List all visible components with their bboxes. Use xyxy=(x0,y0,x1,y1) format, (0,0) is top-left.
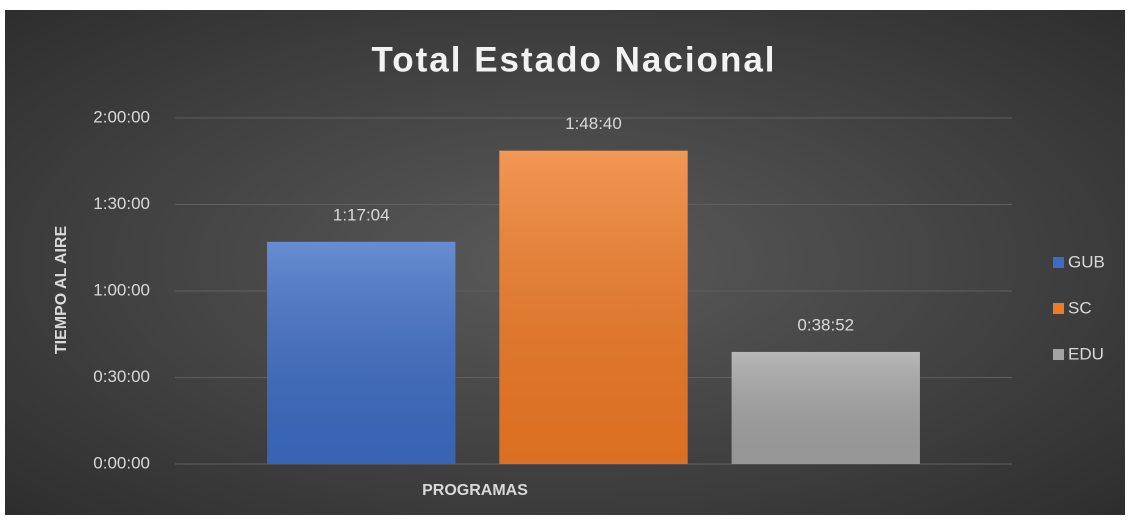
chart-title: Total Estado Nacional xyxy=(371,40,776,79)
y-tick-label: 2:00:00 xyxy=(93,107,150,126)
bar xyxy=(499,150,688,464)
legend-swatch xyxy=(1053,303,1064,314)
bar xyxy=(731,351,920,464)
bar xyxy=(267,241,456,464)
data-label: 1:48:40 xyxy=(565,114,622,133)
y-tick-label: 0:30:00 xyxy=(93,367,150,386)
legend-label: EDU xyxy=(1068,344,1104,363)
legend-label: SC xyxy=(1068,298,1092,317)
x-axis-label: PROGRAMAS xyxy=(422,482,528,499)
y-tick-label: 0:00:00 xyxy=(93,453,150,472)
legend-swatch xyxy=(1053,349,1064,360)
legend-label: GUB xyxy=(1068,252,1105,271)
y-tick-label: 1:00:00 xyxy=(93,280,150,299)
y-axis-label: TIEMPO AL AIRE xyxy=(53,226,70,355)
legend-swatch xyxy=(1053,257,1064,268)
data-label: 0:38:52 xyxy=(797,315,854,334)
data-label: 1:17:04 xyxy=(333,205,390,224)
y-tick-label: 1:30:00 xyxy=(93,194,150,213)
